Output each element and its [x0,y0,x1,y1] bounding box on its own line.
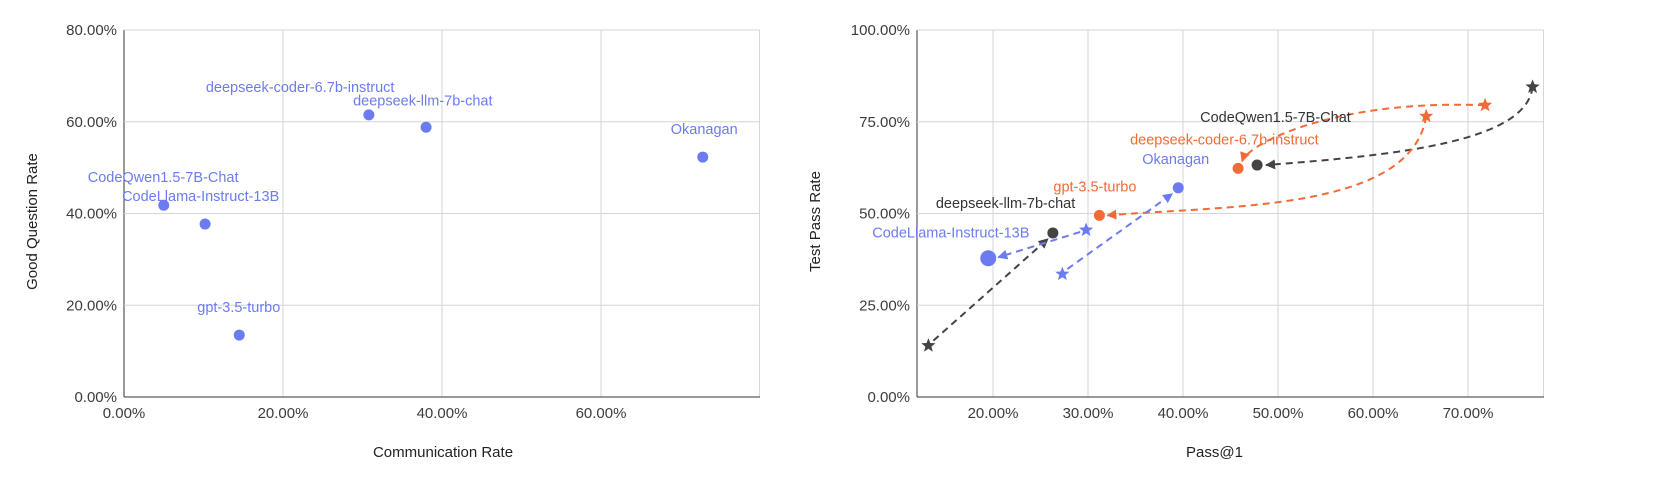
x-tick-label: 70.00% [1443,405,1494,422]
series-label: deepseek-coder-6.7b-instruct [1130,132,1319,148]
end-point-marker [1093,209,1105,221]
data-label: deepseek-llm-7b-chat [353,93,492,109]
y-tick-label: 80.00% [66,22,117,39]
series-label: CodeLlama-Instruct-13B [872,225,1029,241]
end-point-marker [1047,227,1059,239]
test-pass-scatter-chart: 0.00% 25.00% 50.00% 75.00% 100.00% 20.00% 30.0… [807,22,1544,461]
series-label: Okanagan [1142,152,1209,168]
start-star-marker [1525,79,1540,93]
connector-arrow [1106,116,1428,220]
x-tick-label: 30.00% [1063,405,1114,422]
y-axis-title: Good Question Rate [24,153,41,290]
start-star-marker [1079,222,1094,237]
data-point [697,151,709,163]
x-axis-title: Pass@1 [1186,444,1243,461]
series-label: gpt-3.5-turbo [1053,179,1136,195]
good-question-scatter-chart: 0.00% 20.00% 40.00% 60.00% 80.00% 0.00% 20.00%… [24,22,760,461]
y-tick-label: 0.00% [74,389,117,406]
x-tick-label: 20.00% [968,405,1019,422]
x-tick-label: 60.00% [1348,405,1399,422]
start-star-marker [1478,97,1493,112]
y-tick-label: 0.00% [867,389,910,406]
x-tick-label: 60.00% [576,405,627,422]
data-point [363,109,375,121]
series-label: CodeQwen1.5-7B-Chat [1200,110,1351,126]
start-star-marker [1419,108,1434,123]
x-tick-label: 0.00% [103,405,146,422]
x-axis-title: Communication Rate [373,444,513,461]
end-point-marker [1172,182,1184,194]
x-tick-label: 20.00% [258,405,309,422]
y-tick-label: 50.00% [859,206,910,223]
data-label: Okanagan [671,122,738,138]
start-star-marker [1055,266,1070,281]
y-tick-label: 40.00% [66,206,117,223]
connector-arrow [1265,86,1534,170]
y-axis-title: Test Pass Rate [807,171,824,272]
x-tick-label: 40.00% [1158,405,1209,422]
connector-arrow [1066,192,1174,270]
y-tick-label: 60.00% [66,114,117,131]
data-label: deepseek-coder-6.7b-instruct [206,80,395,96]
data-label: gpt-3.5-turbo [197,300,280,316]
y-tick-label: 75.00% [859,114,910,131]
data-point [199,218,211,230]
y-tick-label: 25.00% [859,297,910,314]
x-tick-label: 40.00% [417,405,468,422]
x-tick-label: 50.00% [1253,405,1304,422]
data-point [158,199,170,211]
y-tick-label: 20.00% [66,297,117,314]
end-point-marker [1232,162,1244,174]
y-tick-label: 100.00% [851,22,910,39]
data-point [233,329,245,341]
data-label: CodeQwen1.5-7B-Chat [88,170,239,186]
start-star-marker [921,338,936,352]
connector-arrow [997,231,1081,260]
connector-arrow [932,238,1049,342]
end-point-marker [980,250,997,267]
connector-arrow [1240,103,1486,163]
end-point-marker [1251,159,1263,171]
data-point [420,121,432,133]
data-label: CodeLlama-Instruct-13B [122,189,279,205]
series-label: deepseek-llm-7b-chat [936,196,1075,212]
